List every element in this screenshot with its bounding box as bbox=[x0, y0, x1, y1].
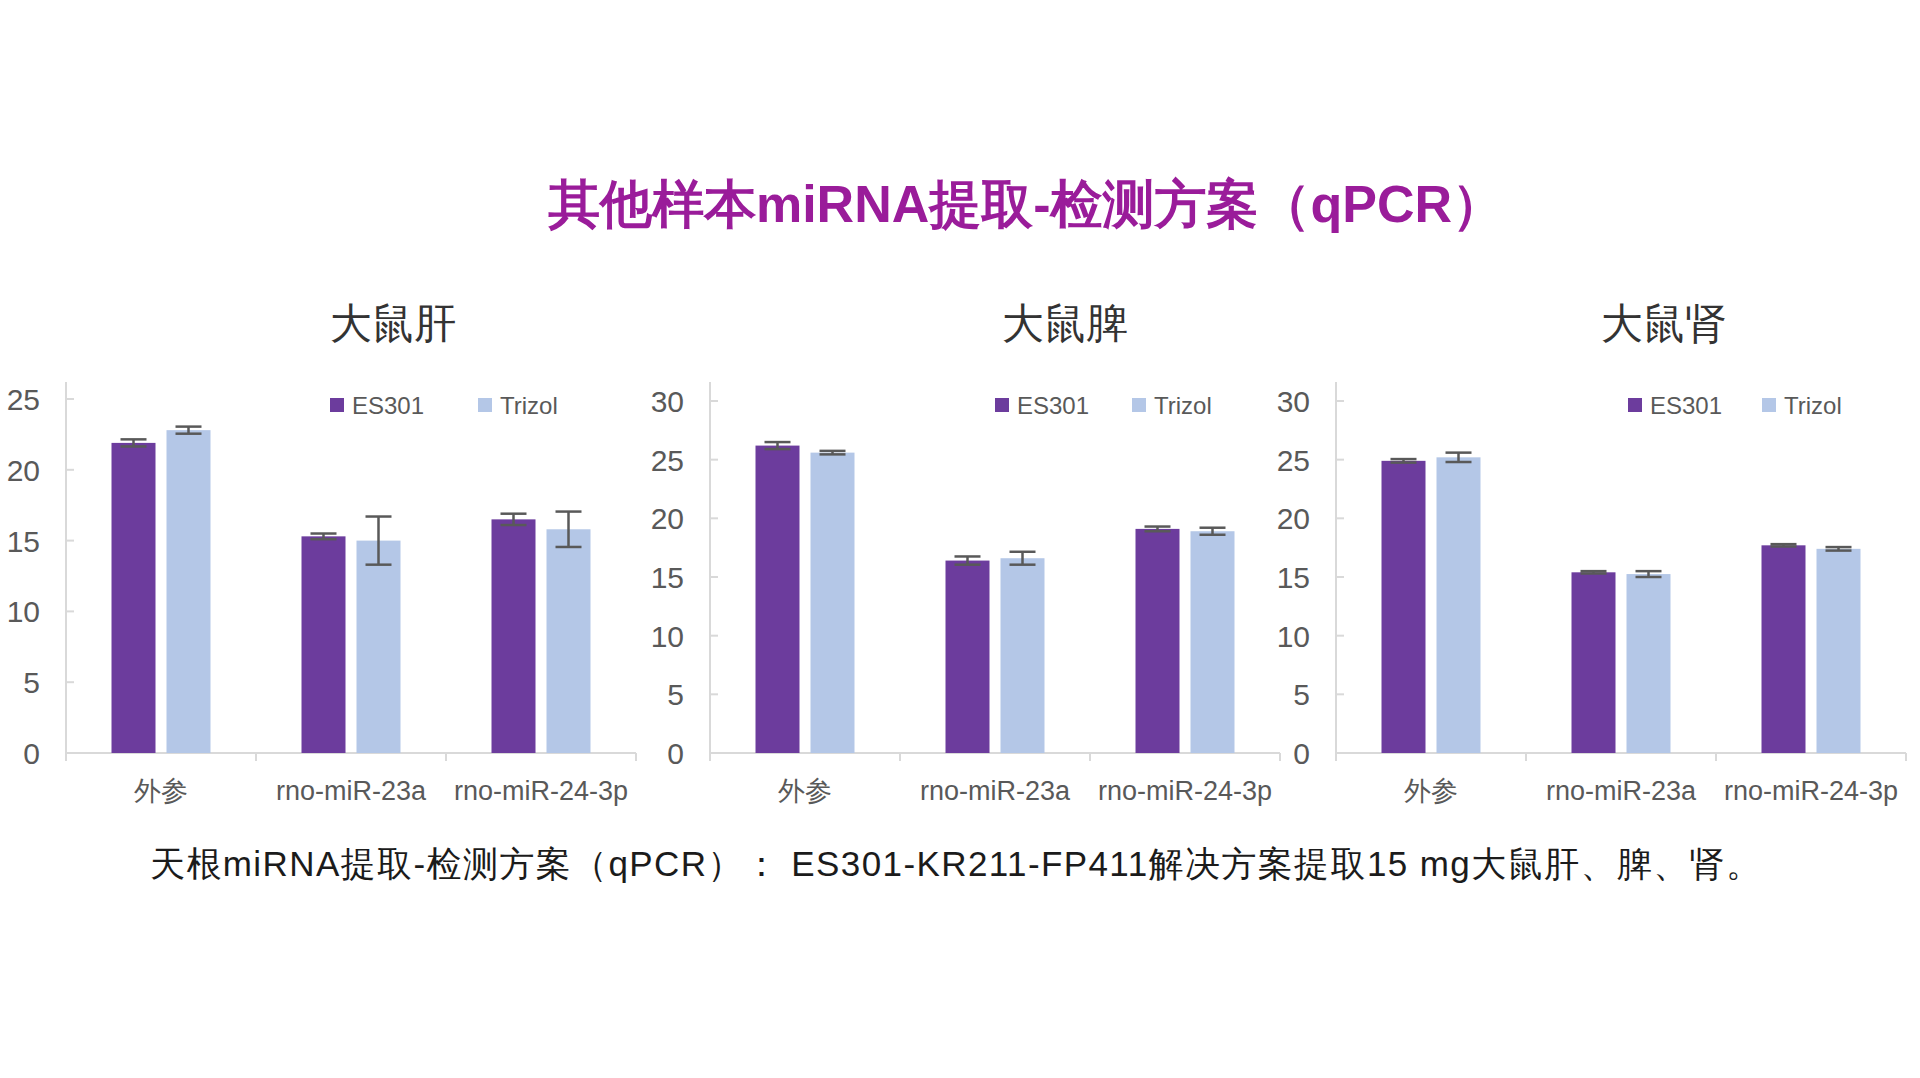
x-category-label: 外参 bbox=[1404, 776, 1458, 806]
x-category-label: rno-miR-24-3p bbox=[1724, 776, 1898, 806]
legend-swatch-trizol bbox=[478, 398, 492, 412]
y-tick-label: 15 bbox=[651, 561, 684, 594]
legend-swatch-trizol bbox=[1762, 398, 1776, 412]
chart-2: 大鼠肾 0 5 10 15 20 25 30 外参 rno-miR-23a rno-miR-24-3… bbox=[1277, 300, 1906, 806]
chart-title: 大鼠肾 bbox=[1601, 300, 1727, 347]
bar-es301 bbox=[756, 446, 800, 753]
x-category-label: 外参 bbox=[778, 776, 832, 806]
chart-title: 大鼠肝 bbox=[330, 300, 456, 347]
y-tick-label: 15 bbox=[7, 525, 40, 558]
x-category-label: rno-miR-23a bbox=[276, 776, 427, 806]
bar-trizol bbox=[547, 529, 591, 753]
legend-label: ES301 bbox=[352, 392, 424, 419]
y-tick-label: 25 bbox=[7, 383, 40, 416]
legend: ES301 Trizol bbox=[330, 392, 558, 419]
bar-es301 bbox=[1136, 529, 1180, 753]
bar-es301 bbox=[1572, 572, 1616, 753]
bar-trizol bbox=[167, 430, 211, 753]
chart-0: 大鼠肝 0 5 10 15 20 25 外参 rno-miR-23a rno-miR-24-3p E… bbox=[7, 300, 636, 806]
bar-trizol bbox=[357, 541, 401, 753]
y-tick-label: 10 bbox=[7, 595, 40, 628]
bar-es301 bbox=[302, 536, 346, 753]
chart-title: 大鼠脾 bbox=[1002, 300, 1128, 347]
legend: ES301 Trizol bbox=[1628, 392, 1842, 419]
bar-es301 bbox=[492, 519, 536, 753]
y-tick-label: 30 bbox=[1277, 385, 1310, 418]
y-tick-label: 20 bbox=[651, 502, 684, 535]
x-category-label: rno-miR-24-3p bbox=[1098, 776, 1272, 806]
y-tick-label: 15 bbox=[1277, 561, 1310, 594]
bar-trizol bbox=[1191, 531, 1235, 753]
y-tick-label: 20 bbox=[1277, 502, 1310, 535]
bar-trizol bbox=[1001, 558, 1045, 753]
bar-es301 bbox=[1762, 545, 1806, 753]
y-tick-label: 5 bbox=[23, 666, 40, 699]
bar-trizol bbox=[1627, 574, 1671, 753]
x-category-label: rno-miR-23a bbox=[920, 776, 1071, 806]
legend-label: Trizol bbox=[1154, 392, 1212, 419]
bar-trizol bbox=[1817, 549, 1861, 753]
y-tick-label: 0 bbox=[1293, 737, 1310, 770]
y-tick-label: 5 bbox=[1293, 678, 1310, 711]
x-category-label: rno-miR-24-3p bbox=[454, 776, 628, 806]
charts-canvas: 大鼠肝 0 5 10 15 20 25 外参 rno-miR-23a rno-miR-24-3p E… bbox=[0, 0, 1920, 1078]
y-tick-label: 25 bbox=[1277, 444, 1310, 477]
bar-es301 bbox=[946, 561, 990, 753]
y-tick-label: 5 bbox=[667, 678, 684, 711]
bar-trizol bbox=[811, 453, 855, 753]
bar-es301 bbox=[112, 443, 156, 753]
y-tick-label: 0 bbox=[667, 737, 684, 770]
legend-swatch-trizol bbox=[1132, 398, 1146, 412]
legend-swatch-es301 bbox=[330, 398, 344, 412]
legend-label: Trizol bbox=[1784, 392, 1842, 419]
legend: ES301 Trizol bbox=[995, 392, 1212, 419]
legend-label: ES301 bbox=[1017, 392, 1089, 419]
bar-es301 bbox=[1382, 461, 1426, 753]
chart-1: 大鼠脾 0 5 10 15 20 25 30 外参 rno-miR-23a rno-miR-24-3… bbox=[651, 300, 1280, 806]
y-tick-label: 0 bbox=[23, 737, 40, 770]
y-tick-label: 25 bbox=[651, 444, 684, 477]
legend-swatch-es301 bbox=[995, 398, 1009, 412]
legend-label: Trizol bbox=[500, 392, 558, 419]
x-category-label: rno-miR-23a bbox=[1546, 776, 1697, 806]
y-tick-label: 10 bbox=[651, 620, 684, 653]
caption-text: 天根miRNA提取-检测方案（qPCR）： ES301-KR211-FP411解… bbox=[150, 841, 1762, 888]
x-category-label: 外参 bbox=[134, 776, 188, 806]
y-tick-label: 30 bbox=[651, 385, 684, 418]
bar-trizol bbox=[1437, 457, 1481, 753]
y-tick-label: 10 bbox=[1277, 620, 1310, 653]
y-tick-label: 20 bbox=[7, 454, 40, 487]
legend-swatch-es301 bbox=[1628, 398, 1642, 412]
legend-label: ES301 bbox=[1650, 392, 1722, 419]
